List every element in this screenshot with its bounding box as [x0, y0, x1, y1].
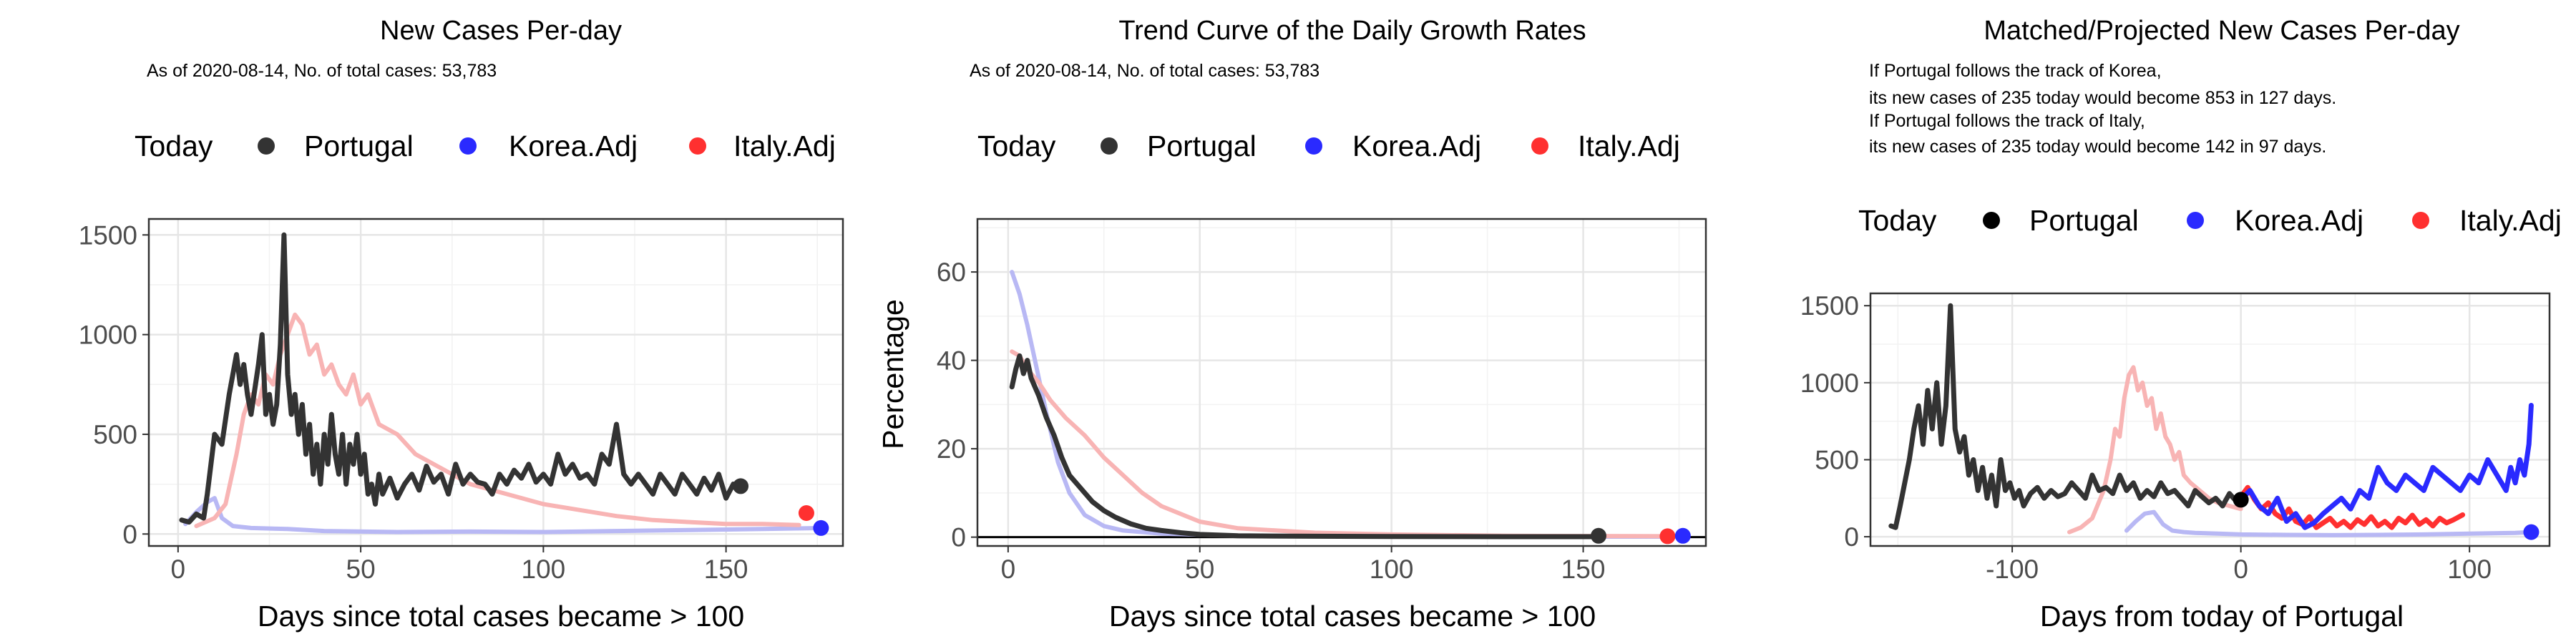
today-point-korea [813, 519, 829, 536]
plot-background [977, 219, 1706, 546]
panel2-subtitle: As of 2020-08-14, No. of total cases: 53… [970, 61, 1319, 81]
panel3-subtitle-line: If Portugal follows the track of Korea, [1869, 61, 2162, 81]
today-point-today [1590, 527, 1606, 544]
y-tick-label: 0 [951, 523, 966, 552]
series-line-korea-faded [183, 496, 824, 535]
panel2-plot: 0 50 100 150 0 20 40 60 [937, 218, 1707, 584]
x-tick-label: 100 [522, 555, 566, 584]
y-tick-label: 0 [1844, 522, 1859, 552]
panel2-xlabel: Days since total cases became > 100 [1109, 600, 1596, 633]
x-tick-label: 100 [1370, 555, 1414, 584]
series-line-italy [2238, 484, 2466, 530]
series-line-italy-faded [2067, 365, 2243, 535]
legend-dot-italy [1531, 137, 1548, 155]
legend-title-today: Today [977, 130, 1056, 162]
legend-dot-italy [2412, 212, 2429, 229]
panel3-subtitle-line: its new cases of 235 today would become … [1869, 137, 2326, 157]
today-point-italy [1659, 528, 1676, 545]
panel2-title: Trend Curve of the Daily Growth Rates [1118, 16, 1586, 46]
x-tick-label: 50 [346, 555, 376, 584]
x-tick-label: 150 [704, 555, 748, 584]
today-point-today [2233, 492, 2249, 508]
y-tick-label: 40 [937, 346, 966, 376]
series-line-korea [2238, 403, 2534, 530]
plot-background [149, 219, 843, 546]
y-tick-label: 1000 [79, 321, 137, 350]
y-tick-label: 500 [93, 420, 137, 449]
y-tick-label: 1500 [1800, 291, 1859, 321]
panel-growth-rates: Trend Curve of the Daily Growth Rates As… [877, 16, 1707, 633]
series-line-portugal [1009, 353, 1601, 540]
y-tick-label: 1500 [79, 220, 137, 250]
y-tick-label: 1000 [1800, 369, 1859, 398]
series-line-portugal [179, 232, 743, 525]
x-tick-label: -100 [1986, 555, 2039, 584]
plot-border [1869, 292, 2551, 547]
panel1-legend: Today Portugal Korea.Adj Italy.Adj [135, 130, 836, 162]
legend-label-portugal: Portugal [304, 130, 414, 162]
y-tick-label: 500 [1815, 445, 1859, 474]
panel2-legend: Today Portugal Korea.Adj Italy.Adj [977, 130, 1680, 162]
panel1-title: New Cases Per-day [380, 16, 622, 46]
panel3-title: Matched/Projected New Cases Per-day [1984, 16, 2459, 46]
plot-background [1870, 293, 2550, 546]
legend-dot-korea [459, 137, 477, 155]
series-line-portugal [1888, 303, 2244, 530]
panel1-xlabel: Days since total cases became > 100 [258, 600, 744, 633]
panel1-subtitle: As of 2020-08-14, No. of total cases: 53… [147, 61, 497, 81]
y-tick-label: 60 [937, 258, 966, 287]
panel3-subtitle-line: If Portugal follows the track of Italy, [1869, 111, 2145, 131]
legend-label-italy: Italy.Adj [2459, 204, 2562, 237]
legend-dot-korea [2187, 212, 2204, 229]
legend-title-today: Today [135, 130, 213, 162]
x-tick-label: 0 [2233, 555, 2248, 584]
legend-dot-korea [1305, 137, 1322, 155]
series-line-italy-faded [194, 312, 801, 529]
legend-label-italy: Italy.Adj [733, 130, 836, 162]
panel-new-cases: New Cases Per-day As of 2020-08-14, No. … [79, 16, 844, 633]
legend-label-portugal: Portugal [2029, 204, 2139, 237]
today-point-italy [798, 505, 814, 522]
x-tick-label: 0 [1001, 555, 1016, 584]
x-tick-label: 0 [171, 555, 186, 584]
panel3-legend: Today Portugal Korea.Adj Italy.Adj [1858, 204, 2562, 237]
x-tick-label: 150 [1561, 555, 1606, 584]
x-tick-label: 50 [1185, 555, 1214, 584]
legend-dot-portugal [1101, 137, 1118, 155]
legend-label-korea: Korea.Adj [1352, 130, 1481, 162]
today-point-korea [2523, 524, 2540, 540]
y-tick-label: 20 [937, 434, 966, 464]
legend-label-italy: Italy.Adj [1578, 130, 1680, 162]
legend-label-korea: Korea.Adj [509, 130, 638, 162]
y-tick-label: 0 [122, 519, 137, 549]
plot-border [147, 218, 844, 547]
panel3-xlabel: Days from today of Portugal [2040, 600, 2404, 633]
legend-dot-italy [689, 137, 706, 155]
panel2-ylabel: Percentage [877, 299, 909, 449]
today-point-korea [1674, 527, 1691, 544]
panel-projected: Matched/Projected New Cases Per-day If P… [1800, 16, 2562, 633]
series-line-korea-faded [2124, 509, 2534, 537]
legend-label-korea: Korea.Adj [2235, 204, 2363, 237]
plot-border [976, 218, 1707, 547]
today-point-today [733, 478, 749, 494]
panel3-subtitle: If Portugal follows the track of Korea, … [1869, 61, 2336, 157]
legend-dot-portugal [1983, 212, 2000, 229]
panel3-subtitle-line: its new cases of 235 today would become … [1869, 88, 2336, 108]
legend-title-today: Today [1858, 204, 1937, 237]
series-line-italy-faded [1010, 349, 1670, 539]
legend-label-portugal: Portugal [1147, 130, 1257, 162]
legend-dot-portugal [258, 137, 275, 155]
x-tick-label: 100 [2447, 555, 2492, 584]
